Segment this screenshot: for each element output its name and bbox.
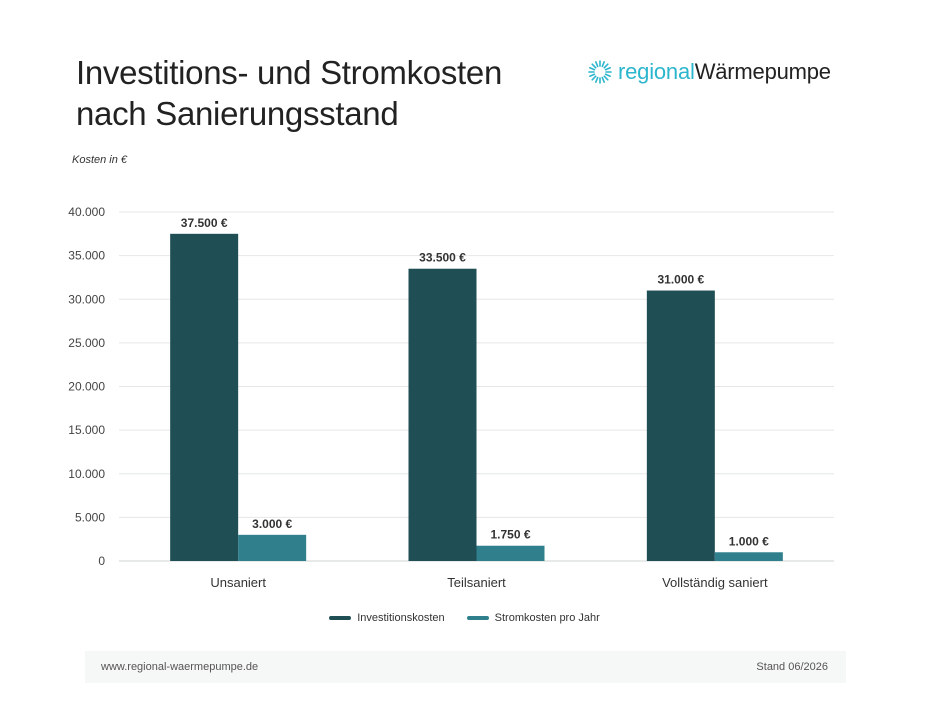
chart-title: Investitions- und Stromkosten nach Sanie… bbox=[76, 52, 576, 134]
y-axis-unit-label: Kosten in € bbox=[72, 154, 128, 166]
bar-chart: 0 5.000 10.000 15.000 20.000 25.000 30.000 35.0… bbox=[68, 205, 834, 590]
y-tick-label: 15.000 bbox=[68, 423, 105, 437]
y-tick-label: 10.000 bbox=[68, 467, 105, 481]
footer-url: www.regional-waermepumpe.de bbox=[101, 661, 259, 673]
legend-label: Stromkosten pro Jahr bbox=[494, 612, 600, 624]
title-line-1: Investitions- und Stromkosten bbox=[76, 54, 503, 91]
logo-text-main: Wärmepumpe bbox=[694, 59, 831, 84]
bar bbox=[408, 268, 477, 561]
y-tick-label: 40.000 bbox=[68, 205, 105, 219]
x-tick-label: Vollständig saniert bbox=[662, 575, 768, 590]
y-tick-label: 20.000 bbox=[68, 380, 105, 394]
brand-logo: regionalWärmepumpe bbox=[588, 58, 831, 86]
data-label: 33.500 € bbox=[419, 251, 466, 265]
footer-date: Stand 06/2026 bbox=[756, 661, 828, 673]
legend-swatch bbox=[466, 616, 489, 620]
bar bbox=[714, 552, 783, 561]
logo-text: regionalWärmepumpe bbox=[618, 58, 831, 86]
logo-text-accent: regional bbox=[618, 59, 695, 84]
data-label: 31.000 € bbox=[657, 273, 704, 287]
bar bbox=[170, 233, 239, 561]
y-tick-label: 25.000 bbox=[68, 336, 105, 350]
x-tick-label: Teilsaniert bbox=[447, 575, 506, 590]
bar bbox=[238, 534, 307, 561]
legend-item: Stromkosten pro Jahr bbox=[466, 612, 600, 624]
y-tick-label: 35.000 bbox=[68, 249, 105, 263]
data-label: 3.000 € bbox=[252, 517, 292, 531]
bar bbox=[646, 290, 715, 561]
legend-label: Investitionskosten bbox=[357, 612, 445, 624]
x-tick-label: Unsaniert bbox=[210, 575, 266, 590]
y-tick-label: 5.000 bbox=[75, 510, 105, 524]
legend-swatch bbox=[329, 616, 352, 620]
chart-legend: Investitionskosten Stromkosten pro Jahr bbox=[0, 612, 929, 624]
legend-item: Investitionskosten bbox=[329, 612, 445, 624]
data-label: 1.750 € bbox=[490, 528, 530, 542]
y-tick-label: 0 bbox=[98, 554, 105, 568]
title-line-2: nach Sanierungsstand bbox=[76, 95, 399, 132]
sun-burst-icon bbox=[588, 60, 612, 84]
data-label: 1.000 € bbox=[729, 534, 769, 548]
footer-bar: www.regional-waermepumpe.de Stand 06/202… bbox=[85, 651, 846, 683]
data-label: 37.500 € bbox=[181, 216, 228, 230]
y-tick-label: 30.000 bbox=[68, 292, 105, 306]
bar bbox=[476, 545, 545, 561]
